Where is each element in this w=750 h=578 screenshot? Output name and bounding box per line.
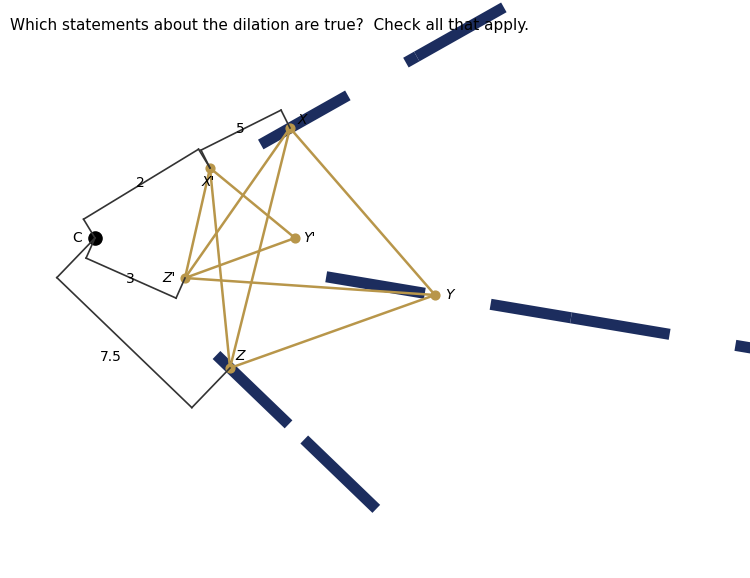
Point (89, 234, 101, 243)
Text: Y: Y (445, 288, 453, 302)
Text: Z': Z' (162, 271, 176, 285)
Text: 5: 5 (236, 122, 245, 136)
Text: Which statements about the dilation are true?  Check all that apply.: Which statements about the dilation are … (10, 18, 529, 33)
Point (289, 234, 301, 243)
Text: Y': Y' (303, 231, 315, 245)
Text: 2: 2 (136, 176, 145, 190)
Point (284, 123, 296, 132)
Point (224, 364, 236, 373)
Point (204, 164, 216, 173)
Text: 3: 3 (126, 272, 135, 286)
Point (179, 273, 191, 283)
Text: 7.5: 7.5 (100, 350, 122, 364)
Text: C: C (72, 231, 82, 245)
Text: X': X' (201, 175, 214, 189)
Text: X: X (297, 113, 307, 127)
Point (429, 290, 441, 299)
Text: Z: Z (236, 349, 244, 363)
